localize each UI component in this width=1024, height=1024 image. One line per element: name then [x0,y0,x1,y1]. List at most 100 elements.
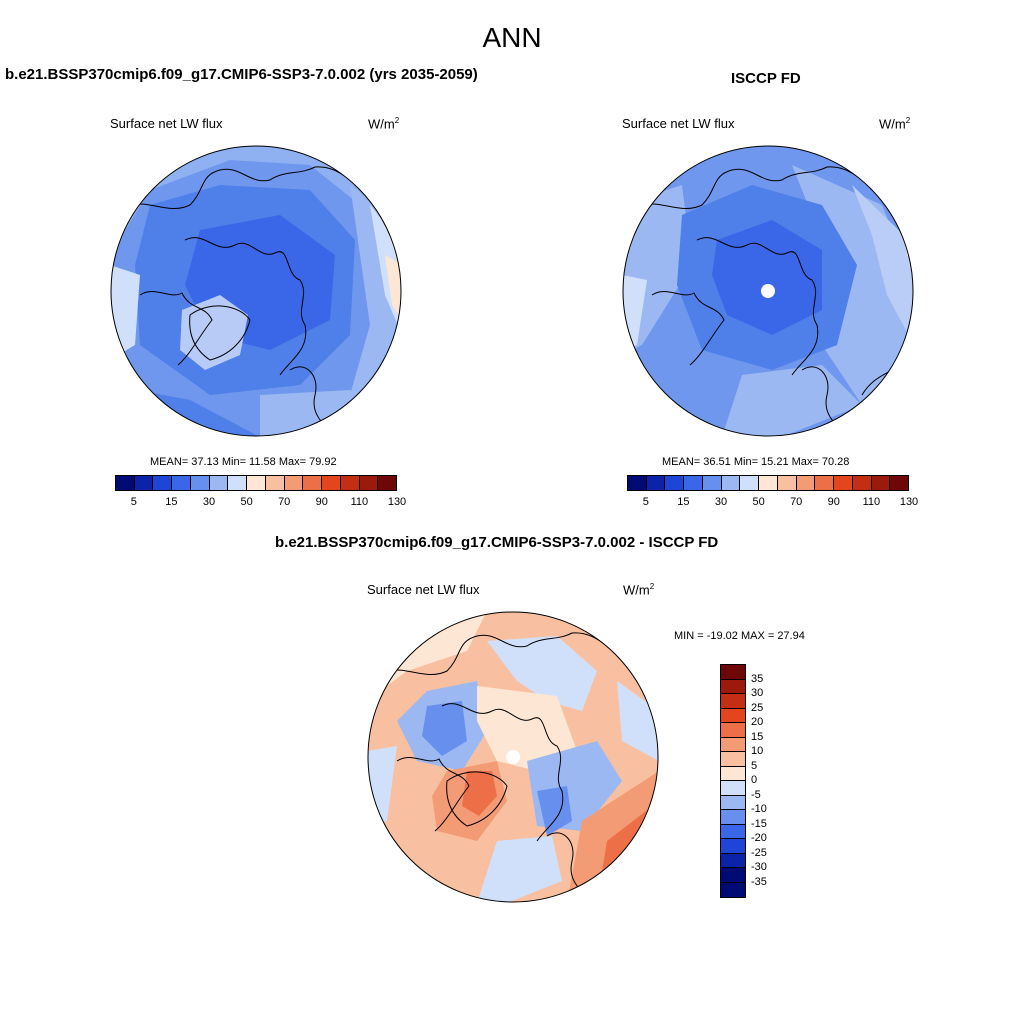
colorbar-swatch [702,476,722,490]
panel-1-title: b.e21.BSSP370cmip6.f09_g17.CMIP6-SSP3-7.… [5,66,478,83]
panel-1-coastlines [129,166,373,436]
panel-3-colorbar-swatches [720,664,746,898]
colorbar-swatch [172,476,191,490]
colorbar-tick-label: 50 [240,496,253,508]
colorbar-tick-label: 10 [751,745,764,757]
panel-2-stats: MEAN= 36.51 Min= 15.21 Max= 70.28 [662,456,850,468]
colorbar-tick-label: 5 [130,496,137,508]
colorbar-tick-label: 110 [350,496,369,508]
colorbar-tick-label: 20 [751,716,764,728]
colorbar-swatch [721,708,745,723]
panel-2-units-label: W/m2 [879,116,911,132]
panel-1-colorbar-labels: 5 15 30 50 70 90 110 130 [115,496,406,510]
colorbar-tick-label: 5 [642,496,649,508]
colorbar-swatch [665,476,685,490]
colorbar-tick-label: -35 [751,875,767,888]
colorbar-tick-label: 130 [899,496,919,508]
colorbar-swatch [628,476,647,490]
colorbar-swatch [721,810,745,825]
colorbar-swatch [721,853,745,868]
colorbar-swatch [284,476,304,490]
colorbar-swatch [646,476,666,490]
colorbar-tick-label: 70 [278,496,291,508]
colorbar-swatch [721,839,745,854]
colorbar-swatch [359,476,379,490]
panel-2-colorbar-swatches [627,475,909,491]
colorbar-swatch [247,476,266,490]
colorbar-tick-label: 70 [790,496,803,508]
panel-1-units-label: W/m2 [368,116,400,132]
colorbar-swatch [721,868,745,883]
colorbar-swatch [740,476,760,490]
panel-3-min-max: MIN = -19.02 MAX = 27.94 [674,630,805,642]
colorbar-swatch [815,476,835,490]
panel-3-variable-label: Surface net LW flux [367,582,480,597]
panel-2-title: ISCCP FD [731,70,801,87]
panel-1-colorbar: 5 15 30 50 70 90 110 130 [115,475,406,510]
colorbar-swatch [721,882,745,897]
panel-1-colorbar-swatches [115,475,397,491]
colorbar-tick-label: 15 [165,496,178,508]
colorbar-swatch [721,679,745,694]
colorbar-swatch [265,476,285,490]
colorbar-swatch [777,476,797,490]
colorbar-swatch [340,476,360,490]
colorbar-swatch [721,752,745,767]
colorbar-tick-label: 15 [677,496,690,508]
colorbar-tick-label: -25 [751,846,767,859]
panel-3-colorbar-labels: 35 30 25 20 15 10 5 0 -5 -10 -15 -20 -25 -30 -35 [751,664,781,904]
colorbar-swatch [721,665,745,680]
colorbar-tick-label: -15 [751,817,767,830]
colorbar-tick-label: -20 [751,832,767,844]
colorbar-swatch [721,781,745,796]
colorbar-swatch [684,476,703,490]
panel-2-colorbar-labels: 5 15 30 50 70 90 110 130 [627,496,918,510]
colorbar-tick-label: -30 [751,861,767,873]
colorbar-tick-label: 0 [751,774,758,786]
panel-1-polar-map [110,145,402,437]
colorbar-swatch [134,476,154,490]
colorbar-tick-label: 50 [752,496,765,508]
colorbar-tick-label: 5 [751,759,758,772]
colorbar-tick-label: -5 [751,788,761,801]
colorbar-swatch [721,476,741,490]
colorbar-tick-label: 35 [751,672,764,685]
colorbar-tick-label: 30 [202,496,216,508]
colorbar-swatch [721,737,745,752]
panel-3-title: b.e21.BSSP370cmip6.f09_g17.CMIP6-SSP3-7.… [275,534,719,551]
colorbar-tick-label: 130 [387,496,407,508]
colorbar-swatch [303,476,323,490]
colorbar-swatch [209,476,229,490]
colorbar-swatch [890,476,909,490]
colorbar-swatch [116,476,135,490]
colorbar-swatch [721,795,745,810]
colorbar-swatch [871,476,891,490]
colorbar-tick-label: 90 [315,496,328,508]
colorbar-tick-label: -10 [751,803,767,815]
colorbar-swatch [796,476,816,490]
colorbar-swatch [378,476,397,490]
colorbar-swatch [852,476,872,490]
colorbar-swatch [190,476,210,490]
colorbar-swatch [834,476,853,490]
colorbar-tick-label: 90 [827,496,840,508]
colorbar-tick-label: 25 [751,701,764,714]
panel-3-polar-map [367,611,659,903]
panel-1-stats: MEAN= 37.13 Min= 11.58 Max= 79.92 [150,456,337,468]
figure-title: ANN [482,22,542,53]
colorbar-tick-label: 110 [862,496,881,508]
colorbar-swatch [721,723,745,738]
colorbar-tick-label: 30 [714,496,728,508]
panel-3-colorbar [720,664,746,898]
colorbar-tick-label: 30 [751,687,764,699]
colorbar-swatch [759,476,778,490]
panel-2-variable-label: Surface net LW flux [622,116,735,131]
panel-1-variable-label: Surface net LW flux [110,116,223,131]
colorbar-swatch [721,824,745,839]
panel-2-colorbar: 5 15 30 50 70 90 110 130 [627,475,918,510]
colorbar-swatch [721,694,745,709]
panel-2-polar-map [622,145,914,437]
colorbar-swatch [228,476,248,490]
panel-3-units-label: W/m2 [623,582,655,598]
colorbar-swatch [322,476,341,490]
